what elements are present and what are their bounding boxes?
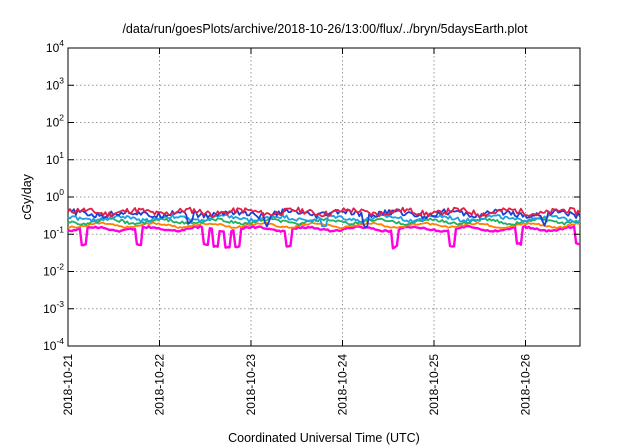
x-tick-label: 2018-10-23 xyxy=(244,354,258,416)
series-line-1 xyxy=(67,208,581,229)
x-tick-label: 2018-10-26 xyxy=(519,354,533,416)
x-tick-label: 2018-10-22 xyxy=(153,354,167,416)
series-group xyxy=(67,206,581,250)
y-tick-label: 104 xyxy=(46,38,64,55)
chart-title: /data/run/goesPlots/archive/2018-10-26/1… xyxy=(122,22,528,36)
series-line-5 xyxy=(67,224,581,250)
y-tick-label: 102 xyxy=(46,113,64,130)
x-ticks: 2018-10-21 2018-10-22 2018-10-23 2018-10-24… xyxy=(61,48,533,415)
y-ticks: 10-4 10-3 10-2 10-1 100 101 102 103 104 xyxy=(43,38,580,353)
y-tick-label: 101 xyxy=(46,150,64,167)
x-tick-label: 2018-10-25 xyxy=(427,354,441,416)
series-line-4 xyxy=(68,221,581,230)
series-line-0 xyxy=(67,206,581,218)
grid xyxy=(68,48,580,346)
y-tick-label: 100 xyxy=(46,187,64,204)
y-axis-label: cGy/day xyxy=(20,173,34,220)
series-line-3 xyxy=(67,217,581,226)
x-tick-label: 2018-10-24 xyxy=(336,354,350,416)
y-tick-label: 10-1 xyxy=(43,224,64,241)
x-tick-label: 2018-10-21 xyxy=(61,354,75,416)
y-tick-label: 10-4 xyxy=(43,336,64,353)
y-tick-label: 10-3 xyxy=(43,299,64,316)
y-tick-label: 10-2 xyxy=(43,262,64,279)
series-line-2 xyxy=(67,213,581,228)
y-tick-label: 103 xyxy=(46,75,64,92)
x-axis-label: Coordinated Universal Time (UTC) xyxy=(228,431,420,445)
